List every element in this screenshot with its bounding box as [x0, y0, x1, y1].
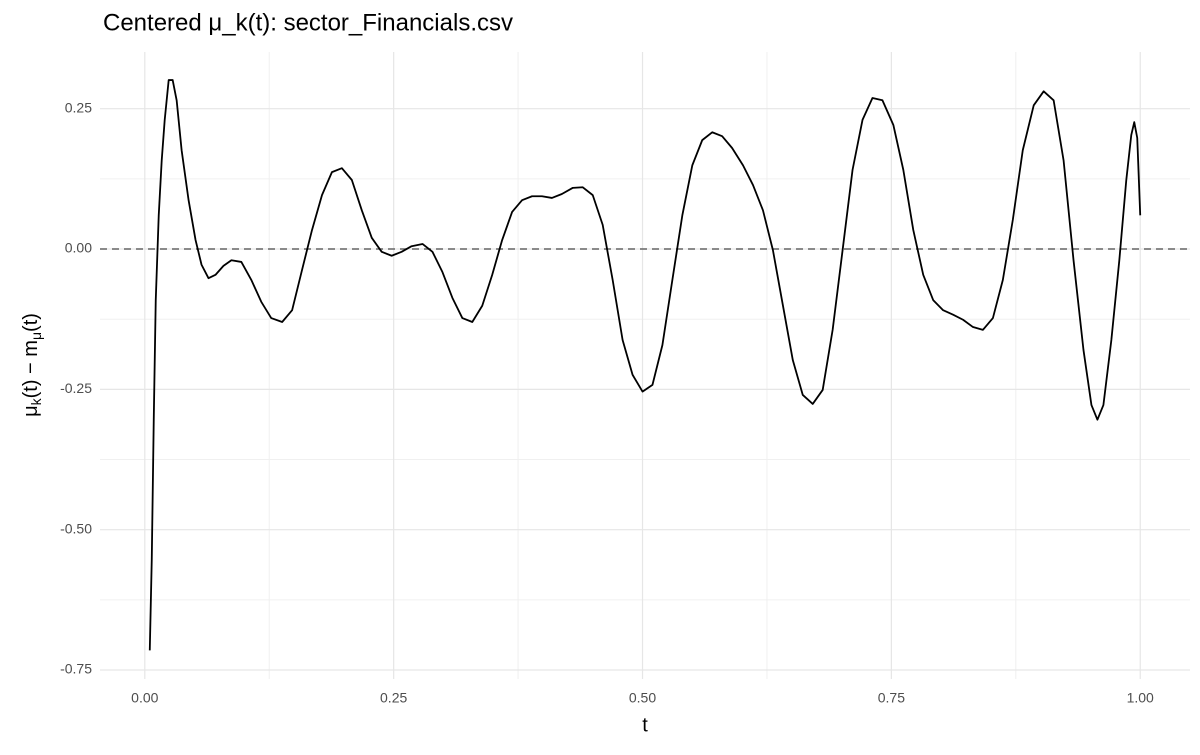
y-axis-title-part: (t) − m	[20, 340, 42, 398]
y-tick-label: -0.25	[60, 380, 92, 396]
y-tick-label: -0.75	[60, 661, 92, 677]
x-tick-label: 0.25	[380, 690, 407, 706]
chart-title: Centered μ_k(t): sector_Financials.csv	[103, 9, 513, 36]
y-axis-title-part: μ	[20, 405, 42, 417]
y-tick-label: -0.50	[60, 520, 92, 536]
series-line	[148, 79, 1142, 651]
y-axis-title-part: (t)	[20, 313, 42, 332]
x-tick-label: 0.00	[131, 690, 158, 706]
y-axis-title-part: k	[28, 397, 44, 405]
y-axis-title: μk(t) − mμ(t)	[20, 313, 43, 417]
x-tick-label: 0.75	[878, 690, 905, 706]
x-tick-label: 1.00	[1127, 690, 1154, 706]
y-tick-label: 0.00	[65, 240, 92, 256]
x-axis-title: t	[642, 714, 648, 736]
y-tick-label: 0.25	[65, 99, 92, 115]
x-tick-label: 0.50	[629, 690, 656, 706]
y-axis-title-part: μ	[28, 332, 44, 340]
